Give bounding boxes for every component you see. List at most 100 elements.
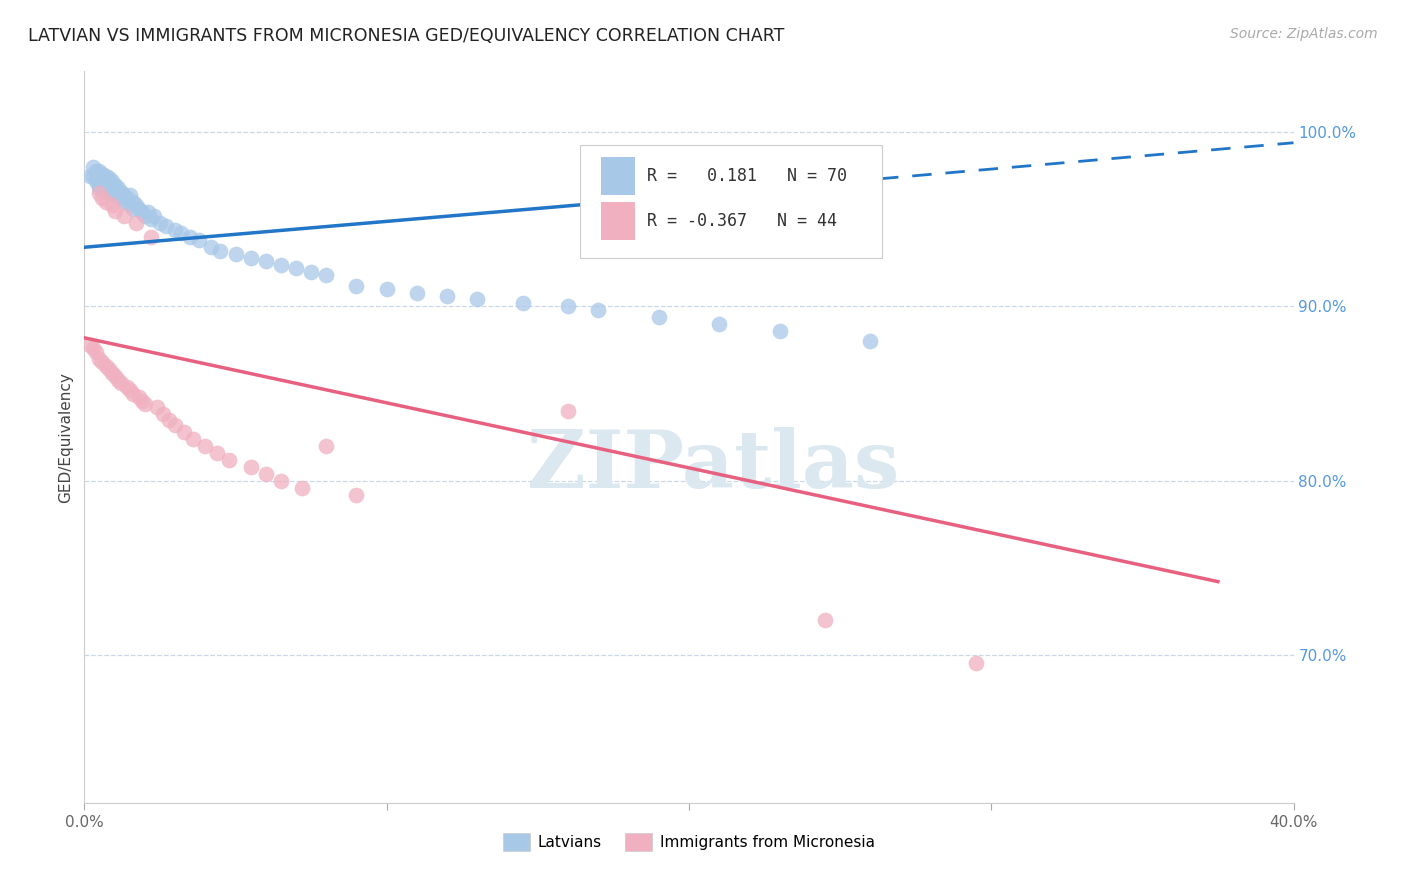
Point: [285, 261, 308, 276]
Point: [91, 178, 114, 192]
Point: [512, 296, 534, 310]
Point: [965, 657, 987, 671]
Point: [121, 202, 143, 216]
Point: [131, 393, 153, 408]
Point: [79, 169, 101, 183]
Point: [94, 194, 117, 209]
Point: [94, 174, 117, 188]
Point: [165, 223, 187, 237]
Point: [194, 439, 217, 453]
Point: [588, 302, 610, 317]
Point: [131, 205, 153, 219]
Point: [89, 186, 111, 201]
Text: R = -0.367   N = 44: R = -0.367 N = 44: [647, 212, 837, 230]
Point: [125, 198, 148, 212]
Point: [100, 186, 122, 201]
Point: [155, 219, 177, 234]
Point: [200, 240, 222, 254]
Point: [91, 355, 114, 369]
Point: [128, 390, 150, 404]
Point: [112, 188, 135, 202]
Point: [97, 185, 120, 199]
Point: [91, 192, 114, 206]
Point: [254, 467, 277, 481]
Point: [134, 209, 156, 223]
Point: [89, 351, 111, 366]
Point: [121, 386, 143, 401]
Point: [406, 285, 429, 300]
Point: [86, 344, 108, 359]
Point: [239, 251, 262, 265]
Point: [97, 362, 120, 376]
Point: [104, 178, 127, 192]
Point: [299, 265, 322, 279]
Point: [97, 178, 120, 192]
Point: [104, 203, 127, 218]
Point: [315, 268, 337, 282]
Point: [218, 452, 240, 467]
Point: [157, 412, 180, 426]
Point: [859, 334, 882, 349]
Point: [648, 310, 671, 324]
Point: [136, 205, 159, 219]
Point: [375, 282, 398, 296]
Point: [112, 194, 135, 209]
Point: [346, 278, 368, 293]
Point: [146, 401, 169, 415]
Point: [134, 397, 156, 411]
Point: [152, 408, 174, 422]
Point: [170, 227, 193, 241]
Point: [100, 198, 122, 212]
Point: [107, 373, 129, 387]
Text: Source: ZipAtlas.com: Source: ZipAtlas.com: [1230, 27, 1378, 41]
Point: [769, 324, 792, 338]
Point: [104, 369, 127, 384]
Point: [94, 181, 117, 195]
FancyBboxPatch shape: [581, 145, 883, 258]
Point: [128, 202, 150, 216]
Point: [91, 167, 114, 181]
Point: [104, 181, 127, 195]
Point: [79, 338, 101, 352]
Point: [86, 174, 108, 188]
Point: [110, 185, 132, 199]
Point: [100, 366, 122, 380]
Point: [82, 341, 104, 355]
Point: [94, 169, 117, 183]
Point: [82, 160, 104, 174]
Point: [225, 247, 247, 261]
Point: [209, 244, 232, 258]
Point: [121, 194, 143, 209]
Point: [104, 188, 127, 202]
Point: [139, 212, 162, 227]
Point: [100, 181, 122, 195]
Point: [115, 379, 138, 393]
Point: [291, 481, 314, 495]
Text: ZIPatlas: ZIPatlas: [527, 427, 900, 506]
Point: [118, 383, 141, 397]
Point: [188, 233, 211, 247]
Point: [100, 174, 122, 188]
Point: [115, 192, 138, 206]
FancyBboxPatch shape: [600, 157, 634, 195]
Point: [86, 163, 108, 178]
Point: [142, 209, 165, 223]
Point: [118, 198, 141, 212]
Point: [179, 229, 201, 244]
Point: [181, 432, 204, 446]
Point: [94, 359, 117, 373]
Point: [89, 163, 111, 178]
Point: [207, 446, 229, 460]
Point: [315, 439, 337, 453]
Point: [239, 459, 262, 474]
Point: [149, 216, 172, 230]
Point: [112, 209, 135, 223]
Point: [557, 404, 579, 418]
Point: [110, 192, 132, 206]
Point: [165, 417, 187, 432]
Point: [709, 317, 731, 331]
Point: [89, 178, 111, 192]
Point: [107, 188, 129, 202]
Point: [467, 293, 489, 307]
Point: [436, 289, 458, 303]
